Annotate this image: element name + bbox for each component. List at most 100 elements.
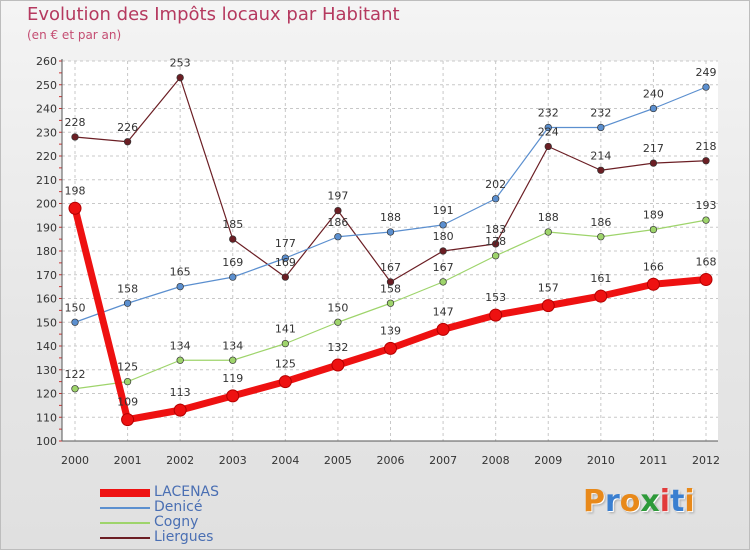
point-liergues xyxy=(544,142,552,151)
data-label-denice: 169 xyxy=(222,256,243,269)
data-label-cogny: 134 xyxy=(222,339,243,352)
data-label-cogny: 189 xyxy=(643,209,664,222)
point-lacenas xyxy=(173,403,187,417)
point-denice xyxy=(702,83,710,91)
point-denice xyxy=(439,221,447,229)
point-cogny xyxy=(597,233,605,241)
point-lacenas xyxy=(594,289,608,303)
data-label-lacenas: 119 xyxy=(222,372,243,385)
y-tick-label: 180 xyxy=(36,245,57,258)
legend-label-liergues: Liergues xyxy=(154,529,214,545)
data-label-denice: 249 xyxy=(696,66,717,79)
point-liergues xyxy=(176,73,184,82)
y-tick-label: 110 xyxy=(36,411,57,424)
point-lacenas xyxy=(226,389,240,403)
point-cogny xyxy=(386,299,395,307)
data-label-liergues: 169 xyxy=(275,256,296,269)
point-liergues xyxy=(71,133,79,141)
grid xyxy=(62,60,718,442)
data-label-denice: 191 xyxy=(433,204,454,217)
point-lacenas xyxy=(331,358,345,372)
legend-item-lacenas: LACENAS xyxy=(100,484,320,500)
point-cogny xyxy=(123,377,132,386)
data-label-lacenas: 198 xyxy=(65,184,86,197)
data-label-denice: 150 xyxy=(65,301,86,314)
data-label-lacenas: 168 xyxy=(696,256,717,269)
legend-item-denice: Denicé xyxy=(100,499,320,515)
data-label-liergues: 226 xyxy=(117,121,138,134)
data-label-denice: 202 xyxy=(485,178,506,191)
data-label-liergues: 183 xyxy=(485,223,506,236)
legend-swatch-liergues xyxy=(100,537,150,539)
point-cogny xyxy=(649,225,658,234)
x-tick-label: 2005 xyxy=(324,454,352,467)
x-tick-label: 2006 xyxy=(377,454,405,467)
y-tick-label: 140 xyxy=(36,340,57,353)
point-denice xyxy=(229,273,237,281)
legend-item-cogny: Cogny xyxy=(100,514,320,530)
y-tick-label: 240 xyxy=(36,103,57,116)
point-liergues xyxy=(439,247,447,255)
data-label-lacenas: 109 xyxy=(117,396,138,409)
x-tick-label: 2003 xyxy=(219,454,247,467)
data-label-liergues: 217 xyxy=(643,142,664,155)
x-tick-label: 2000 xyxy=(61,454,89,467)
data-label-liergues: 218 xyxy=(696,140,717,153)
data-label-liergues: 228 xyxy=(65,116,86,129)
point-lacenas xyxy=(699,273,713,286)
y-tick-label: 170 xyxy=(36,269,57,282)
data-label-denice: 232 xyxy=(590,107,611,120)
data-label-cogny: 178 xyxy=(485,235,506,248)
point-lacenas xyxy=(646,277,660,291)
logo-letter: i xyxy=(659,484,671,519)
data-label-liergues: 214 xyxy=(590,149,611,162)
data-label-liergues: 180 xyxy=(433,230,454,243)
point-liergues xyxy=(597,166,605,174)
x-tick-label: 2001 xyxy=(114,454,142,467)
x-tick-label: 2007 xyxy=(429,454,457,467)
point-denice xyxy=(544,123,552,132)
chart-subtitle: (en € et par an) xyxy=(27,28,122,42)
point-lacenas xyxy=(541,299,555,313)
x-tick-label: 2002 xyxy=(166,454,194,467)
data-label-cogny: 186 xyxy=(590,216,611,229)
data-label-cogny: 122 xyxy=(65,368,86,381)
point-liergues xyxy=(229,235,237,243)
y-tick-label: 100 xyxy=(36,435,57,448)
point-cogny xyxy=(544,228,552,236)
point-cogny xyxy=(492,252,500,260)
data-label-lacenas: 139 xyxy=(380,324,401,337)
point-liergues xyxy=(123,138,132,146)
point-denice xyxy=(123,299,132,307)
y-tick-label: 200 xyxy=(36,198,57,211)
x-tick-label: 2011 xyxy=(639,454,667,467)
x-tick-label: 2004 xyxy=(271,454,299,467)
data-label-cogny: 125 xyxy=(117,361,138,374)
point-denice xyxy=(386,228,395,236)
data-label-lacenas: 166 xyxy=(643,260,664,273)
data-label-cogny: 150 xyxy=(327,301,348,314)
data-label-denice: 186 xyxy=(327,216,348,229)
legend-item-liergues: Liergues xyxy=(100,529,320,545)
point-cogny xyxy=(229,356,237,364)
point-lacenas xyxy=(278,375,292,389)
point-cogny xyxy=(281,339,289,348)
point-denice xyxy=(649,104,658,113)
data-label-liergues: 185 xyxy=(222,218,243,231)
chart-title: Evolution des Impôts locaux par Habitant xyxy=(27,4,400,25)
series-points xyxy=(68,73,713,427)
logo-letter: x xyxy=(640,484,660,519)
legend-label-cogny: Cogny xyxy=(154,514,199,530)
y-tick-label: 160 xyxy=(36,293,57,306)
point-liergues xyxy=(281,273,289,281)
y-tick-label: 220 xyxy=(36,150,57,163)
legend-swatch-lacenas xyxy=(100,489,150,497)
y-tick-label: 130 xyxy=(36,364,57,377)
legend-swatch-cogny xyxy=(100,522,150,524)
x-tick-label: 2010 xyxy=(587,454,615,467)
y-tick-label: 210 xyxy=(36,174,57,187)
legend-label-lacenas: LACENAS xyxy=(154,484,220,500)
point-lacenas xyxy=(121,413,135,427)
y-tick-label: 260 xyxy=(36,55,57,68)
